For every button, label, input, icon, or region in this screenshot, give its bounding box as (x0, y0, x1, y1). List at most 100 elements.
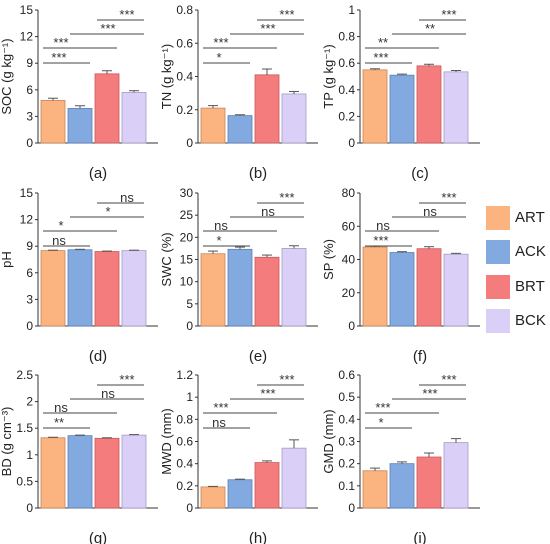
bar-bck (281, 447, 307, 509)
bar-ack (67, 435, 93, 509)
bar-bck (443, 71, 469, 144)
bar-brt (416, 456, 442, 509)
significance-label: *** (213, 400, 228, 415)
legend-label-bck: BCK (515, 312, 546, 329)
significance-label: *** (441, 7, 456, 22)
bar-art (40, 250, 66, 327)
significance-label: *** (373, 50, 388, 65)
y-tick-label: 0.8 (338, 30, 355, 44)
significance-label: *** (422, 386, 437, 401)
y-tick-label: 0.8 (176, 412, 193, 426)
legend-item-bck: BCK (486, 309, 550, 333)
significance-label: ns (212, 415, 226, 430)
y-tick-label: 0.2 (338, 457, 355, 471)
y-tick-label: 15 (180, 253, 194, 267)
y-tick-label: 15 (20, 186, 34, 200)
y-tick-label: 0 (186, 501, 193, 515)
bar-bck (443, 253, 469, 327)
y-tick-label: 20 (342, 286, 356, 300)
significance-label: ns (261, 204, 275, 219)
y-tick-label: 0.2 (338, 109, 355, 123)
y-tick-label: 3 (26, 292, 33, 306)
significance-label: *** (279, 7, 294, 22)
bar-brt (94, 73, 120, 144)
legend-item-brt: BRT (486, 275, 550, 299)
significance-label: *** (375, 400, 390, 415)
y-tick-label: 0 (26, 501, 33, 515)
significance-label: ns (101, 386, 115, 401)
significance-label: *** (260, 386, 275, 401)
bar-bck (121, 92, 147, 144)
bar-ack (227, 115, 253, 144)
y-tick-label: 6 (26, 266, 33, 280)
bar-bck (281, 248, 307, 327)
y-tick-label: 0 (186, 136, 193, 150)
significance-label: ns (54, 400, 68, 415)
bar-ack (67, 249, 93, 327)
legend-swatch-brt (486, 275, 510, 299)
panel-label: (e) (249, 348, 267, 365)
y-axis-label: BD (g cm⁻³) (0, 407, 14, 477)
significance-label: *** (279, 190, 294, 205)
y-tick-label: 0.4 (338, 412, 355, 426)
bar-brt (416, 65, 442, 144)
y-tick-label: 0 (186, 319, 193, 333)
bar-bck (121, 250, 147, 327)
bar-brt (416, 248, 442, 327)
panel-label: (g) (89, 530, 107, 544)
y-tick-label: 0 (26, 319, 33, 333)
bar-art (200, 486, 226, 509)
y-tick-label: 0 (348, 319, 355, 333)
y-tick-label: 0.6 (176, 435, 193, 449)
y-axis-label: SP (%) (321, 239, 336, 280)
panel-label: (d) (89, 348, 107, 365)
significance-label: * (378, 415, 383, 430)
y-tick-label: 1.2 (176, 368, 193, 382)
bar-ack (389, 463, 415, 509)
panel-label: (a) (89, 165, 107, 182)
y-tick-label: 40 (342, 253, 356, 267)
legend-label-brt: BRT (515, 278, 545, 295)
significance-label: * (216, 50, 221, 65)
panel-label: (b) (249, 165, 267, 182)
significance-label: *** (100, 21, 115, 36)
significance-label: *** (279, 372, 294, 387)
y-tick-label: 0.4 (338, 83, 355, 97)
significance-label: * (105, 204, 110, 219)
y-tick-label: 60 (342, 219, 356, 233)
y-tick-label: 2.5 (16, 368, 33, 382)
y-tick-label: 1.5 (16, 421, 33, 435)
y-axis-label: GMD (mm) (321, 409, 336, 473)
panel-label: (f) (413, 348, 427, 365)
y-tick-label: 10 (180, 275, 194, 289)
y-axis-label: pH (0, 251, 14, 268)
significance-label: ** (425, 21, 435, 36)
legend-swatch-ack (486, 240, 510, 264)
y-tick-label: 5 (186, 297, 193, 311)
y-tick-label: 1 (186, 390, 193, 404)
bar-art (362, 246, 388, 327)
y-tick-label: 1 (348, 3, 355, 17)
y-tick-label: 9 (26, 56, 33, 70)
significance-label: ns (52, 233, 66, 248)
panel-label: (h) (249, 530, 267, 544)
significance-label: ** (378, 35, 388, 50)
significance-label: * (216, 233, 221, 248)
y-tick-label: 0 (348, 136, 355, 150)
bar-ack (67, 108, 93, 144)
significance-label: *** (53, 35, 68, 50)
y-tick-label: 0.4 (176, 70, 193, 84)
bar-art (40, 100, 66, 144)
significance-label: ** (54, 415, 64, 430)
y-tick-label: 80 (342, 186, 356, 200)
significance-label: *** (51, 50, 66, 65)
y-tick-label: 0.6 (176, 36, 193, 50)
legend: ART ACK BRT BCK (486, 206, 550, 366)
bar-ack (227, 479, 253, 509)
y-tick-label: 0.5 (16, 474, 33, 488)
